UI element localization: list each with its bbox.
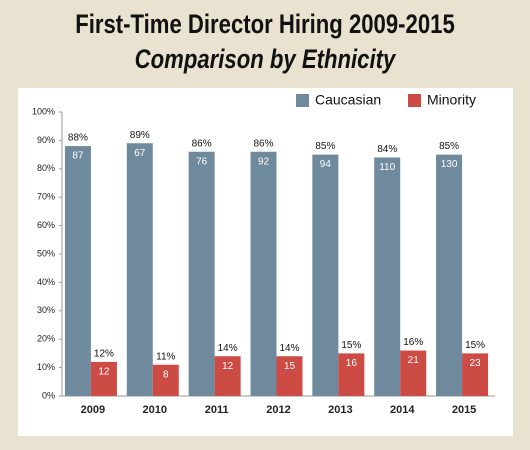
bar [338, 353, 365, 396]
count-label: 15 [284, 361, 296, 372]
count-label: 76 [196, 156, 208, 167]
x-tick-label: 2015 [452, 404, 476, 416]
value-label: 12% [94, 349, 114, 360]
bar [276, 356, 303, 396]
value-label: 16% [403, 337, 423, 348]
x-tick-label: 2009 [81, 404, 105, 416]
value-label: 11% [156, 351, 175, 362]
count-label: 21 [408, 355, 420, 366]
value-label: 84% [377, 144, 397, 155]
y-tick-label: 10% [37, 362, 55, 372]
count-label: 94 [320, 159, 332, 170]
bar [250, 151, 277, 396]
bar [90, 361, 117, 396]
value-label: 85% [315, 141, 335, 152]
x-tick-label: 2014 [390, 404, 415, 416]
x-tick-label: 2010 [143, 404, 167, 416]
count-label: 67 [134, 148, 146, 159]
count-label: 16 [346, 358, 358, 369]
count-label: 23 [470, 358, 482, 369]
chart-subtitle: Comparison by Ethnicity [135, 45, 397, 75]
value-label: 86% [253, 138, 273, 149]
y-tick-label: 40% [37, 277, 55, 287]
bar [312, 154, 339, 396]
y-tick-label: 90% [37, 135, 55, 145]
bar [400, 350, 427, 396]
x-tick-label: 2013 [328, 404, 352, 416]
y-tick-label: 20% [37, 334, 55, 344]
value-label: 14% [218, 343, 238, 354]
value-label: 86% [192, 138, 212, 149]
legend-label: Minority [427, 92, 476, 108]
bar [188, 151, 215, 396]
count-label: 92 [258, 156, 270, 167]
bar [126, 143, 153, 396]
y-tick-label: 80% [37, 163, 55, 173]
x-tick-label: 2012 [266, 404, 290, 416]
count-label: 87 [72, 151, 84, 162]
y-tick-label: 0% [42, 390, 55, 400]
value-label: 85% [439, 141, 459, 152]
count-label: 130 [441, 159, 458, 170]
legend-label: Caucasian [315, 92, 381, 108]
y-tick-label: 70% [37, 192, 55, 202]
y-tick-label: 30% [37, 305, 55, 315]
legend-swatch [408, 94, 421, 107]
bar [374, 157, 401, 396]
value-label: 15% [341, 340, 361, 351]
y-tick-label: 100% [32, 106, 55, 116]
value-label: 88% [68, 133, 88, 144]
y-tick-label: 60% [37, 220, 55, 230]
count-label: 12 [222, 361, 234, 372]
x-tick-label: 2011 [205, 404, 229, 416]
bar [436, 154, 463, 396]
bar [462, 353, 489, 396]
legend-swatch [296, 94, 309, 107]
value-label: 14% [279, 343, 299, 354]
count-label: 8 [163, 369, 169, 380]
y-tick-label: 50% [37, 248, 55, 258]
value-label: 89% [130, 130, 150, 141]
bar [152, 364, 179, 396]
count-label: 12 [98, 367, 110, 378]
bar [214, 356, 241, 396]
chart-title: First-Time Director Hiring 2009-2015 [75, 10, 455, 40]
value-label: 15% [465, 340, 485, 351]
count-label: 110 [379, 162, 395, 173]
bar [64, 146, 91, 396]
